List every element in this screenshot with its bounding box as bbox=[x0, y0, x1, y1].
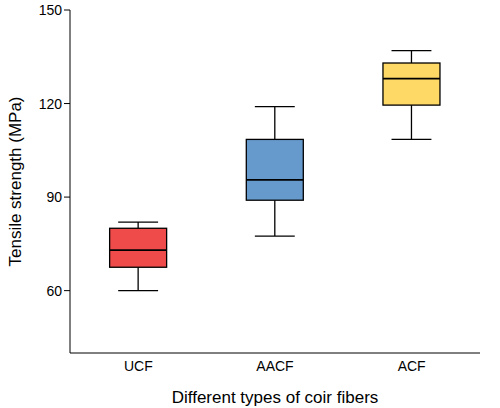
svg-text:90: 90 bbox=[46, 189, 62, 205]
svg-text:UCF: UCF bbox=[124, 358, 153, 374]
svg-text:150: 150 bbox=[39, 2, 63, 18]
svg-text:60: 60 bbox=[46, 283, 62, 299]
svg-text:ACF: ACF bbox=[398, 358, 426, 374]
svg-text:Different types of coir fibers: Different types of coir fibers bbox=[172, 388, 379, 407]
svg-text:AACF: AACF bbox=[256, 358, 293, 374]
svg-text:Tensile strength (MPa): Tensile strength (MPa) bbox=[8, 96, 25, 266]
svg-text:120: 120 bbox=[39, 96, 63, 112]
